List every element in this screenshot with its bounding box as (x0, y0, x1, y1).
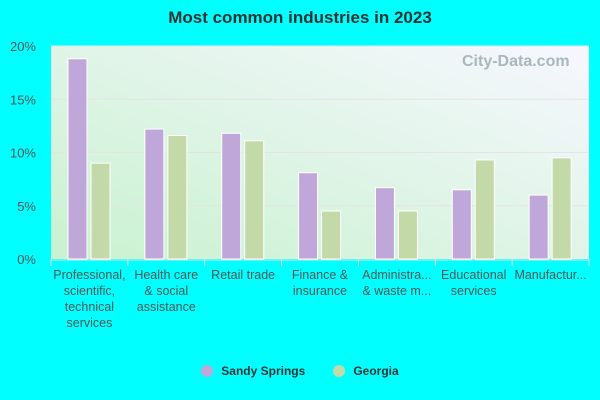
legend-swatch (333, 365, 346, 377)
bar-sandy-springs[interactable] (221, 132, 242, 260)
bar-sandy-springs[interactable] (144, 128, 165, 260)
y-tick-label: 20% (10, 39, 36, 54)
bar-georgia[interactable] (397, 210, 418, 260)
bar-georgia[interactable] (90, 162, 111, 260)
legend-item: Sandy Springs (201, 364, 305, 378)
x-tick-label: Professional, scientific, technical service… (53, 268, 125, 330)
bar-georgia[interactable] (244, 140, 265, 260)
x-tick-label: Manufactur... (514, 268, 586, 282)
bar-georgia[interactable] (167, 134, 188, 260)
legend: Sandy Springs Georgia (0, 364, 600, 378)
bar-georgia[interactable] (474, 159, 495, 260)
x-tick-label: Health care & social assistance (134, 268, 198, 314)
y-tick-label: 5% (17, 199, 36, 214)
y-tick-label: 10% (10, 146, 36, 161)
bar-sandy-springs[interactable] (67, 58, 88, 260)
x-tick-label: Educational services (441, 268, 506, 298)
bar-sandy-springs[interactable] (298, 172, 319, 260)
bar-georgia[interactable] (551, 157, 572, 260)
bar-chart: City-Data.com 0% 5% 10% 15% 20% Professional,… (10, 39, 590, 330)
chart-title: Most common industries in 2023 (168, 8, 432, 27)
legend-label: Georgia (353, 364, 399, 378)
watermark: City-Data.com (462, 53, 570, 70)
legend-swatch (201, 365, 214, 377)
bar-sandy-springs[interactable] (374, 187, 395, 260)
x-tick-label: Retail trade (211, 268, 275, 282)
y-tick-label: 0% (17, 252, 36, 267)
x-tick-label: Finance & insurance (292, 268, 349, 298)
y-tick-label: 15% (10, 92, 36, 107)
legend-label: Sandy Springs (221, 364, 306, 378)
legend-item: Georgia (333, 364, 399, 378)
bar-georgia[interactable] (321, 210, 342, 260)
bar-sandy-springs[interactable] (528, 194, 549, 260)
x-tick-label: Administra... & waste m... (362, 268, 431, 298)
bar-sandy-springs[interactable] (451, 189, 472, 260)
